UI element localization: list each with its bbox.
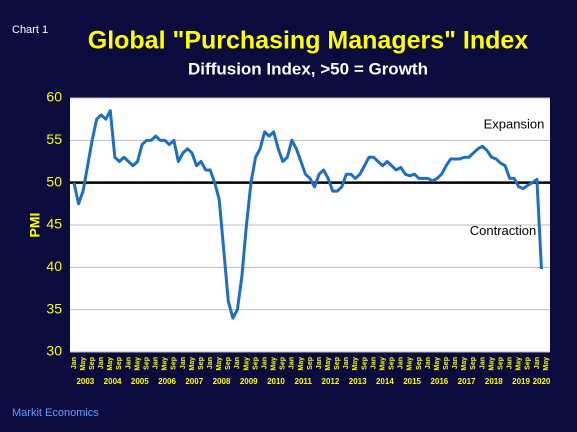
year-label: 2020	[533, 377, 551, 386]
x-tick-label: Jan	[316, 357, 323, 369]
x-tick-label: Jan	[452, 357, 459, 369]
x-tick-label: May	[216, 357, 223, 371]
x-tick-label: May	[162, 357, 169, 371]
year-label: 2006	[158, 377, 176, 386]
year-label: 2018	[485, 377, 503, 386]
year-label: 2016	[430, 377, 448, 386]
x-tick-label: Jan	[289, 357, 296, 369]
x-tick-label: Jan	[425, 357, 432, 369]
data-line	[72, 109, 543, 320]
x-tick-label: May	[80, 357, 87, 371]
x-tick-label: Jan	[507, 357, 514, 369]
x-tick-label: Jan	[153, 357, 160, 369]
x-tick-label: Sep	[525, 357, 532, 370]
x-tick-label: May	[298, 357, 305, 371]
x-tick-label: May	[189, 357, 196, 371]
year-label: 2011	[295, 377, 313, 386]
y-tick-label: 60	[46, 89, 62, 105]
x-tick-label: Jan	[125, 357, 132, 369]
annotation: Expansion	[484, 117, 545, 132]
year-label: 2008	[213, 377, 231, 386]
x-tick-label: Jan	[370, 357, 377, 369]
x-tick-label: Sep	[334, 357, 341, 370]
x-tick-label: Sep	[280, 357, 287, 370]
x-tick-label: Jan	[180, 357, 187, 369]
y-tick-label: 45	[46, 216, 62, 232]
x-tick-label: May	[134, 357, 141, 371]
year-label: 2003	[76, 377, 94, 386]
y-tick-label: 30	[46, 343, 62, 359]
x-tick-label: May	[516, 357, 523, 371]
x-tick-label: Sep	[497, 357, 504, 370]
x-tick-label: Sep	[89, 357, 96, 370]
x-tick-label: Sep	[307, 357, 314, 370]
source: Markit Economics	[12, 407, 99, 419]
x-tick-label: Jan	[98, 357, 105, 369]
y-axis-label: PMI	[27, 213, 43, 238]
x-tick-label: May	[543, 357, 550, 371]
x-tick-label: May	[243, 357, 250, 371]
x-tick-label: Sep	[225, 357, 232, 370]
y-tick-label: 40	[46, 258, 62, 274]
x-tick-label: May	[325, 357, 332, 371]
x-tick-label: Jan	[234, 357, 241, 369]
x-tick-label: Sep	[361, 357, 368, 370]
x-tick-label: May	[434, 357, 441, 371]
chart-title: Global "Purchasing Managers" Index	[88, 27, 529, 55]
year-label: 2012	[322, 377, 340, 386]
year-label: 2009	[240, 377, 258, 386]
year-label: 2017	[458, 377, 476, 386]
x-tick-label: Jan	[534, 357, 541, 369]
x-tick-label: Sep	[416, 357, 423, 370]
y-tick-label: 55	[46, 131, 62, 147]
x-tick-label: Sep	[252, 357, 259, 370]
x-tick-label: May	[107, 357, 114, 371]
y-tick-label: 50	[46, 173, 62, 189]
x-tick-label: May	[488, 357, 495, 371]
year-label: 2004	[104, 377, 122, 386]
x-tick-label: Jan	[207, 357, 214, 369]
year-label: 2014	[376, 377, 394, 386]
x-tick-label: May	[461, 357, 468, 371]
x-tick-label: Jan	[261, 357, 268, 369]
x-tick-label: Sep	[443, 357, 450, 370]
x-tick-label: May	[407, 357, 414, 371]
chart-label: Chart 1	[12, 24, 48, 36]
year-label: 2010	[267, 377, 285, 386]
year-label: 2013	[349, 377, 367, 386]
x-tick-label: Sep	[143, 357, 150, 370]
year-label: 2019	[512, 377, 530, 386]
x-tick-label: May	[352, 357, 359, 371]
x-tick-label: Jan	[71, 357, 78, 369]
annotation: Contraction	[470, 223, 536, 238]
chart-subtitle: Diffusion Index, >50 = Growth	[188, 59, 428, 78]
x-tick-label: Jan	[343, 357, 350, 369]
x-tick-label: Sep	[171, 357, 178, 370]
x-tick-label: May	[271, 357, 278, 371]
y-tick-label: 35	[46, 300, 62, 316]
year-label: 2015	[403, 377, 421, 386]
x-tick-label: Sep	[198, 357, 205, 370]
x-tick-label: Jan	[479, 357, 486, 369]
year-label: 2005	[131, 377, 149, 386]
x-tick-label: Sep	[389, 357, 396, 370]
x-tick-label: May	[379, 357, 386, 371]
x-tick-label: Jan	[398, 357, 405, 369]
x-tick-label: Sep	[470, 357, 477, 370]
year-label: 2007	[185, 377, 203, 386]
x-tick-label: Sep	[116, 357, 123, 370]
